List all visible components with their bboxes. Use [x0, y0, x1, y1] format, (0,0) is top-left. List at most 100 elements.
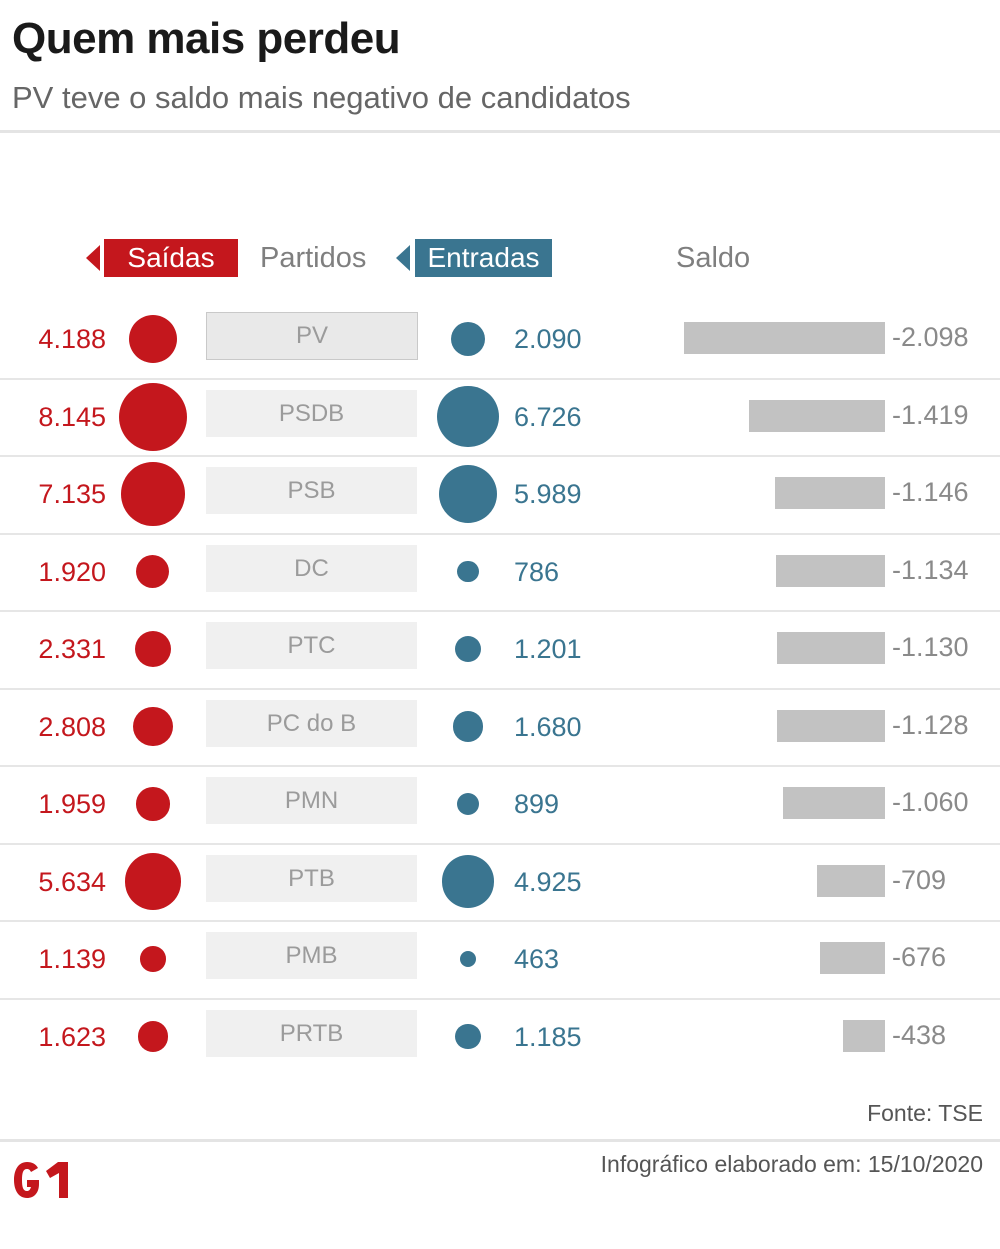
- row-divider: [0, 377, 1000, 380]
- saldo-value: -1.128: [892, 709, 969, 740]
- footer-divider: [0, 1139, 1000, 1142]
- saidas-bubble: [140, 946, 166, 972]
- saldo-bar: [776, 632, 885, 664]
- entradas-value: 899: [514, 789, 560, 819]
- chart-title: Quem mais perdeu: [12, 14, 401, 63]
- saldo-bar: [783, 787, 885, 819]
- party-table: 4.188 PV 2.090 -2.098 8.145 PSDB 6.726 -1.419 7.…: [0, 300, 1000, 1076]
- table-row: 5.634 PTB 4.925 -709: [0, 842, 1000, 920]
- entradas-value: 6.726: [514, 401, 582, 432]
- saidas-value: 1.920: [38, 556, 106, 587]
- saldo-value: -709: [892, 864, 947, 895]
- table-row: 1.959 PMN 899 -1.060: [0, 765, 1000, 842]
- entradas-value: 4.925: [514, 866, 582, 897]
- saidas-bubble: [121, 462, 185, 526]
- saidas-value: 2.808: [38, 711, 106, 742]
- entradas-value: 2.090: [514, 324, 582, 354]
- row-divider: [0, 920, 1000, 922]
- table-row: 1.920 DC 786 -1.134: [0, 532, 1000, 610]
- party-label: PSB: [206, 467, 417, 514]
- saldo-value: -1.060: [892, 787, 969, 817]
- saldo-bar: [775, 477, 885, 509]
- table-row: 2.808 PC do B 1.680 -1.128: [0, 687, 1000, 765]
- saldo-value: -1.419: [892, 399, 969, 430]
- entradas-header: Entradas: [415, 239, 552, 277]
- table-row: 2.331 PTC 1.201 -1.130: [0, 610, 1000, 687]
- party-label: PC do B: [206, 699, 417, 747]
- party-label: PSDB: [206, 389, 417, 437]
- saldo-header: Saldo: [676, 242, 751, 274]
- saldo-bar: [843, 1019, 885, 1052]
- table-row: 7.135 PSB 5.989 -1.146: [0, 455, 1000, 532]
- saldo-bar: [749, 399, 885, 432]
- g1-logo: [14, 1162, 68, 1198]
- row-divider: [0, 687, 1000, 690]
- entradas-bubble: [454, 635, 482, 663]
- entradas-bubble: [450, 321, 486, 357]
- entradas-value: 1.680: [514, 711, 582, 742]
- saidas-value: 5.634: [38, 866, 106, 897]
- party-label: PMN: [206, 777, 417, 824]
- saidas-value: 7.135: [38, 479, 106, 509]
- entradas-bubble: [455, 1023, 481, 1050]
- saidas-arrow-icon: [86, 245, 100, 271]
- saldo-value: -2.098: [892, 322, 969, 352]
- partidos-header: Partidos: [260, 242, 367, 274]
- saldo-bar: [684, 322, 885, 354]
- saidas-value: 1.959: [38, 789, 106, 819]
- header-divider: [0, 130, 1000, 133]
- party-label: PRTB: [206, 1009, 417, 1057]
- saidas-value: 1.623: [38, 1021, 106, 1052]
- chart-subtitle: PV teve o saldo mais negativo de candida…: [12, 80, 631, 115]
- saldo-value: -1.146: [892, 477, 969, 507]
- saidas-bubble: [134, 630, 172, 668]
- entradas-bubble: [452, 711, 484, 742]
- saidas-value: 2.331: [38, 634, 106, 664]
- entradas-value: 1.185: [514, 1021, 582, 1052]
- entradas-arrow-icon: [396, 245, 410, 271]
- saldo-value: -438: [892, 1019, 947, 1050]
- party-label: PTB: [206, 854, 417, 902]
- saidas-bubble: [136, 787, 170, 821]
- row-divider: [0, 842, 1000, 845]
- row-divider: [0, 997, 1000, 1000]
- row-divider: [0, 610, 1000, 612]
- source-note: Fonte: TSE: [867, 1100, 983, 1126]
- table-row: 4.188 PV 2.090 -2.098: [0, 300, 1000, 377]
- saldo-value: -1.130: [892, 632, 969, 662]
- entradas-bubble: [457, 560, 479, 583]
- party-label: PTC: [206, 622, 417, 669]
- party-label: PMB: [206, 932, 417, 979]
- saidas-bubble: [133, 706, 173, 747]
- saidas-value: 4.188: [38, 324, 106, 354]
- credit-note: Infográfico elaborado em: 15/10/2020: [600, 1151, 983, 1177]
- entradas-bubble: [441, 855, 495, 908]
- entradas-bubble: [437, 385, 499, 448]
- party-label: DC: [206, 544, 417, 592]
- saidas-value: 8.145: [38, 401, 106, 432]
- row-divider: [0, 532, 1000, 535]
- entradas-value: 5.989: [514, 479, 582, 509]
- saidas-value: 1.139: [38, 944, 106, 974]
- saldo-bar: [776, 709, 885, 742]
- table-row: 8.145 PSDB 6.726 -1.419: [0, 377, 1000, 455]
- table-row: 1.139 PMB 463 -676: [0, 920, 1000, 997]
- entradas-bubble: [438, 464, 498, 524]
- saidas-bubble: [136, 554, 170, 588]
- entradas-value: 1.201: [514, 634, 582, 664]
- row-divider: [0, 455, 1000, 457]
- entradas-value: 786: [514, 556, 560, 587]
- saidas-bubble: [128, 314, 178, 364]
- saidas-bubble: [137, 1021, 169, 1052]
- row-divider: [0, 765, 1000, 767]
- saldo-value: -676: [892, 942, 947, 972]
- saldo-bar: [817, 864, 885, 897]
- entradas-bubble: [459, 950, 477, 968]
- saidas-bubble: [119, 382, 187, 451]
- saldo-bar: [820, 942, 885, 974]
- saldo-value: -1.134: [892, 554, 969, 585]
- party-label: PV: [206, 312, 418, 360]
- table-row: 1.623 PRTB 1.185 -438: [0, 997, 1000, 1075]
- entradas-bubble: [456, 792, 480, 816]
- saidas-bubble: [124, 853, 182, 910]
